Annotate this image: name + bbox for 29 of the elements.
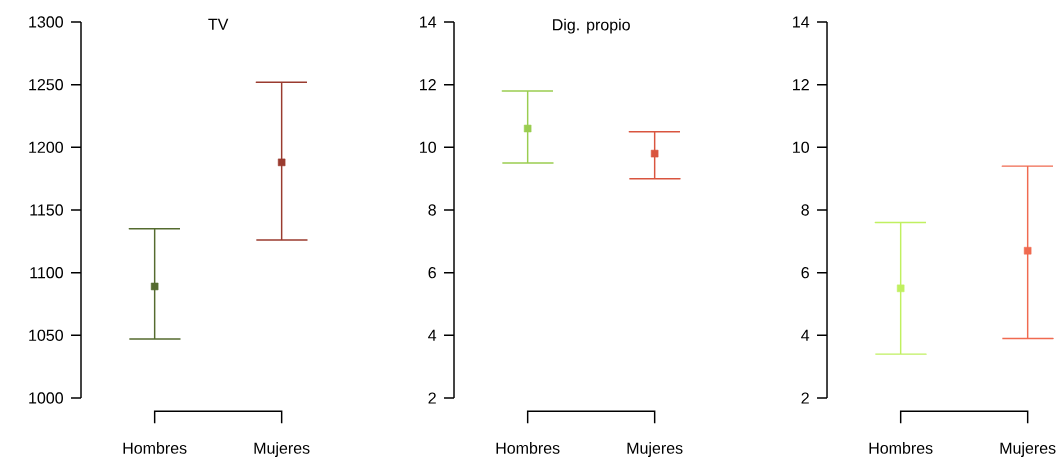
y-tick-label: 1250: [29, 79, 63, 91]
y-tick-label: 12: [793, 79, 809, 91]
x-tick-label: Mujeres: [254, 442, 310, 457]
y-tick-label: 8: [428, 204, 436, 216]
y-tick-label: 6: [801, 267, 809, 279]
y-tick-label: 1050: [29, 329, 63, 341]
y-tick-label: 2: [801, 392, 809, 404]
y-tick-label: 1100: [30, 267, 63, 279]
y-tick-label: 1200: [29, 141, 63, 153]
y-tick-label: 6: [428, 267, 436, 279]
x-tick-label: Hombres: [496, 442, 560, 454]
y-tick-label: 10: [793, 141, 810, 153]
y-tick-label: 2: [428, 392, 436, 404]
y-tick-label: 4: [428, 329, 437, 341]
x-tick-label: Hombres: [869, 442, 933, 454]
chart-title: TV: [208, 18, 229, 30]
x-tick-label: Mujeres: [1000, 442, 1056, 457]
y-tick-label: 1000: [29, 392, 63, 404]
y-tick-label: 12: [420, 79, 436, 91]
y-tick-label: 10: [420, 141, 437, 153]
x-tick-label: Mujeres: [627, 442, 683, 457]
y-tick-label: 8: [801, 204, 809, 216]
y-tick-label: 14: [420, 16, 437, 28]
x-tick-label: Hombres: [123, 442, 187, 454]
chart-title: Dig. propio: [553, 18, 630, 34]
y-tick-label: 1300: [29, 16, 63, 28]
y-tick-label: 4: [801, 329, 810, 341]
y-tick-label: 1150: [30, 204, 63, 216]
y-tick-label: 14: [793, 16, 810, 28]
